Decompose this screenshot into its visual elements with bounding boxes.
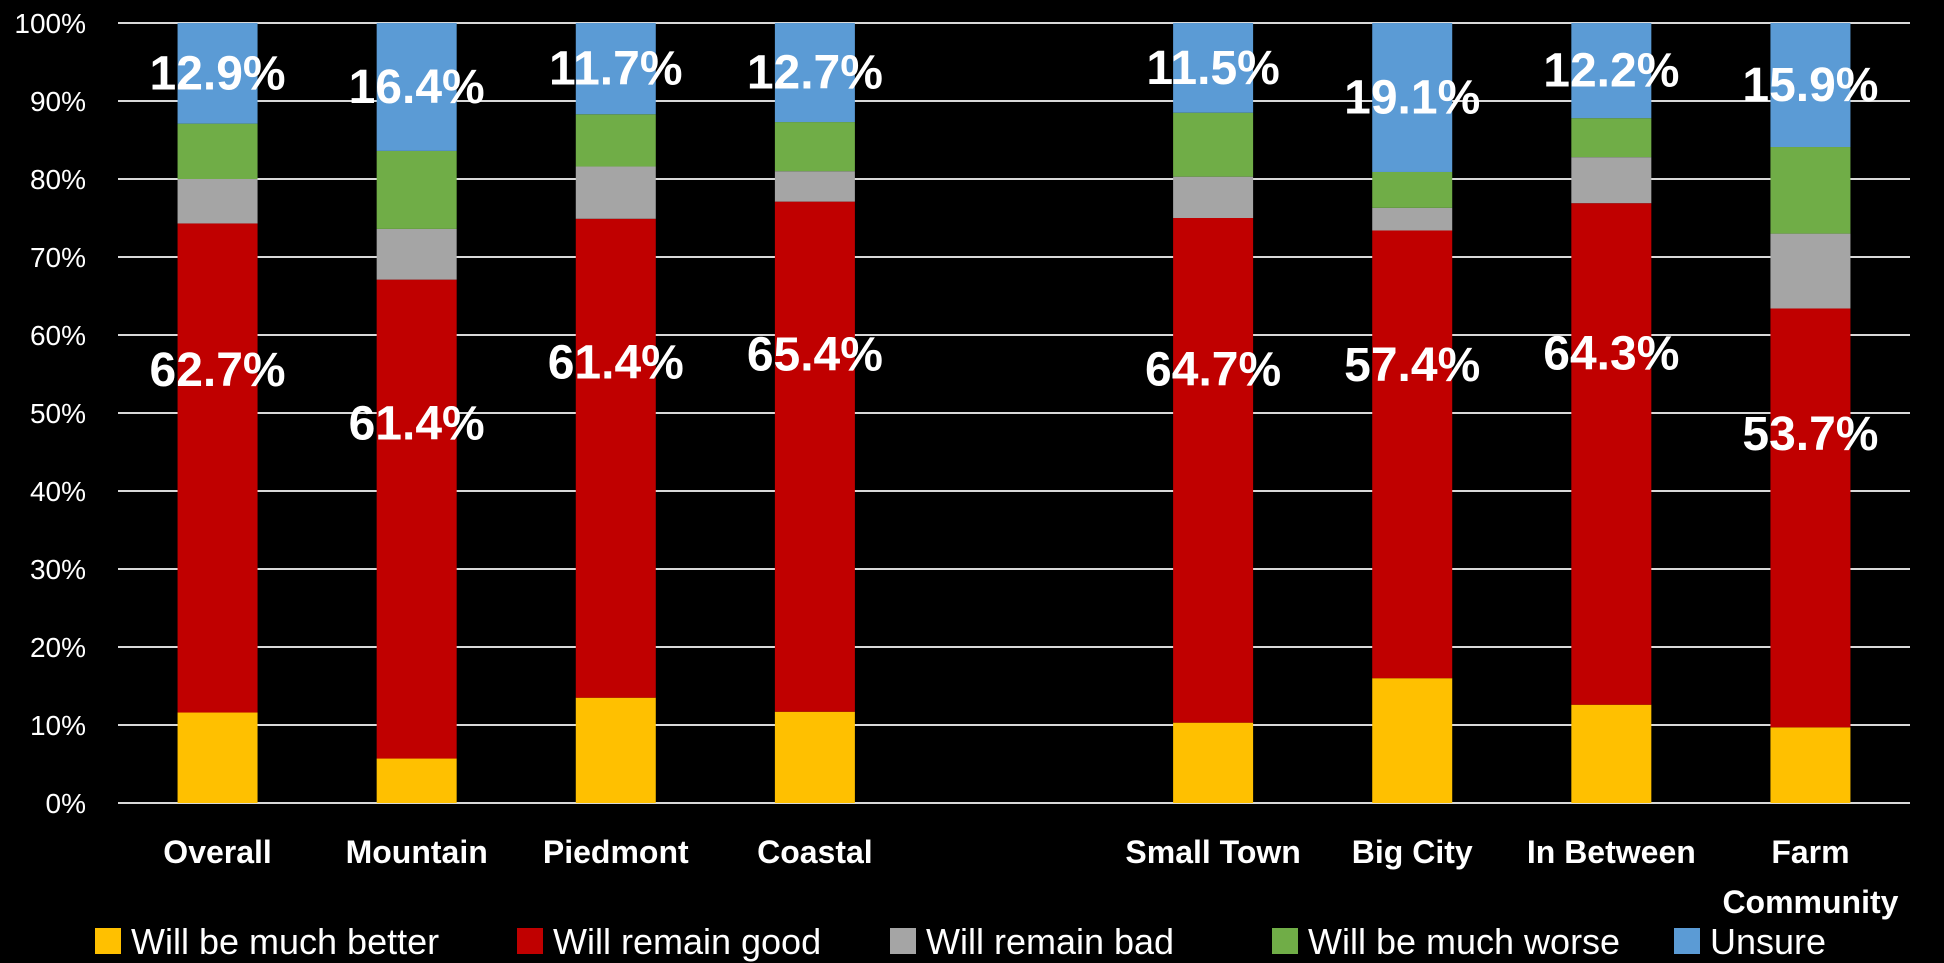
legend-label-will-be-much-worse: Will be much worse (1308, 921, 1620, 962)
data-label-overall-will-remain-good: 62.7% (150, 344, 286, 397)
bar-mountain-will-be-much-worse (376, 150, 457, 229)
bar-small-town-will-remain-good (1173, 218, 1254, 723)
y-tick-label-70: 70% (30, 242, 86, 273)
legend-swatch-unsure (1674, 928, 1700, 954)
data-labels: 62.7% 12.9% 61.4% 16.4% 61.4% 11.7% 65.4% 12.7%… (150, 42, 1879, 461)
bar-in-between-will-be-much-worse (1571, 118, 1652, 158)
y-tick-label-40: 40% (30, 476, 86, 507)
data-label-mountain-unsure: 16.4% (349, 61, 485, 114)
category-label-coastal: Coastal (757, 834, 873, 870)
data-label-piedmont-unsure: 11.7% (549, 43, 682, 96)
y-tick-label-80: 80% (30, 164, 86, 195)
bar-farm-community-will-remain-bad (1770, 233, 1851, 309)
bar-overall-unsure (177, 23, 258, 124)
y-tick-label-60: 60% (30, 320, 86, 351)
data-label-overall-unsure: 12.9% (150, 47, 286, 100)
category-label-farm-community-line2: Community (1722, 884, 1898, 920)
bar-farm-community-will-remain-good (1770, 308, 1851, 728)
y-tick-label-50: 50% (30, 398, 86, 429)
bar-mountain-will-be-much-better (376, 758, 457, 803)
y-tick-label-0: 0% (46, 788, 86, 819)
bar-overall-will-be-much-better (177, 712, 258, 803)
bar-coastal-will-be-much-worse (774, 122, 855, 172)
y-tick-label-30: 30% (30, 554, 86, 585)
bar-coastal-will-be-much-better (774, 711, 855, 803)
bars (177, 23, 1851, 803)
bar-overall-will-remain-bad (177, 179, 258, 224)
bar-in-between-unsure (1571, 23, 1652, 119)
data-label-in-between-will-remain-good: 64.3% (1543, 328, 1679, 381)
x-axis-category-labels: Overall Mountain Piedmont Coastal Small Town… (163, 834, 1898, 920)
data-label-farm-community-will-remain-good: 53.7% (1742, 408, 1878, 461)
bar-farm-community-will-be-much-better (1770, 727, 1851, 803)
category-label-big-city: Big City (1352, 834, 1473, 870)
data-label-big-city-will-remain-good: 57.4% (1344, 339, 1480, 392)
legend-label-will-be-much-better: Will be much better (131, 921, 439, 962)
bar-small-town-unsure (1173, 23, 1254, 113)
data-label-mountain-will-remain-good: 61.4% (349, 397, 485, 450)
legend-label-will-remain-bad: Will remain bad (926, 921, 1174, 962)
y-tick-label-100: 100% (14, 8, 86, 39)
bar-mountain-will-remain-good (376, 279, 457, 759)
bar-mountain-will-remain-bad (376, 228, 457, 280)
bar-farm-community-will-be-much-worse (1770, 147, 1851, 234)
bar-big-city-will-remain-good (1372, 230, 1453, 679)
data-label-coastal-will-remain-good: 65.4% (747, 329, 883, 382)
legend: Will be much better Will remain good Will … (95, 921, 1826, 962)
bar-big-city-will-be-much-worse (1372, 171, 1453, 208)
legend-swatch-will-be-much-better (95, 928, 121, 954)
legend-swatch-will-remain-good (517, 928, 543, 954)
bar-farm-community-unsure (1770, 23, 1851, 148)
bar-overall-will-remain-good (177, 223, 258, 713)
bar-coastal-will-remain-good (774, 201, 855, 712)
y-axis-tick-labels: 0% 10% 20% 30% 40% 50% 60% 70% 80% 90% 100% (14, 8, 86, 819)
category-label-mountain: Mountain (346, 834, 488, 870)
bar-big-city-will-remain-bad (1372, 207, 1453, 231)
category-label-piedmont: Piedmont (543, 834, 689, 870)
bar-in-between-will-remain-good (1571, 203, 1652, 705)
bar-coastal-unsure (774, 23, 855, 123)
bar-piedmont-will-remain-bad (575, 166, 656, 219)
bar-overall-will-be-much-worse (177, 123, 258, 179)
bar-big-city-will-be-much-better (1372, 678, 1453, 803)
data-label-piedmont-will-remain-good: 61.4% (548, 336, 684, 389)
data-label-coastal-unsure: 12.7% (747, 47, 883, 100)
bar-in-between-will-be-much-better (1571, 704, 1652, 803)
bar-small-town-will-remain-bad (1173, 176, 1254, 218)
category-label-overall: Overall (163, 834, 272, 870)
bar-small-town-will-be-much-worse (1173, 112, 1254, 177)
y-tick-label-10: 10% (30, 710, 86, 741)
legend-label-will-remain-good: Will remain good (553, 921, 821, 962)
y-tick-label-20: 20% (30, 632, 86, 663)
bar-mountain-unsure (376, 23, 457, 151)
data-label-small-town-unsure: 11.5% (1146, 42, 1279, 95)
bar-big-city-unsure (1372, 23, 1453, 172)
data-label-in-between-unsure: 12.2% (1543, 45, 1679, 98)
bar-piedmont-unsure (575, 23, 656, 115)
category-label-in-between: In Between (1527, 834, 1696, 870)
category-label-farm-community-line1: Farm (1771, 834, 1849, 870)
bar-in-between-will-remain-bad (1571, 157, 1652, 204)
category-label-small-town: Small Town (1125, 834, 1300, 870)
data-label-big-city-unsure: 19.1% (1344, 71, 1480, 124)
bar-piedmont-will-be-much-better (575, 697, 656, 803)
bar-piedmont-will-remain-good (575, 218, 656, 698)
legend-label-unsure: Unsure (1710, 921, 1826, 962)
y-tick-label-90: 90% (30, 86, 86, 117)
data-label-small-town-will-remain-good: 64.7% (1145, 343, 1281, 396)
bar-piedmont-will-be-much-worse (575, 114, 656, 167)
data-label-farm-community-unsure: 15.9% (1742, 59, 1878, 112)
bar-coastal-will-remain-bad (774, 171, 855, 202)
legend-swatch-will-be-much-worse (1272, 928, 1298, 954)
bar-small-town-will-be-much-better (1173, 722, 1254, 803)
legend-swatch-will-remain-bad (890, 928, 916, 954)
